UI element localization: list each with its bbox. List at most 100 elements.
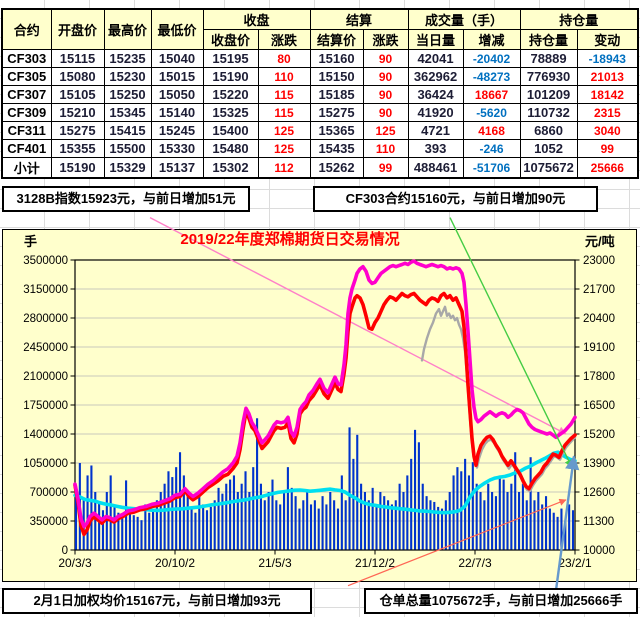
- cell-low[interactable]: 15140: [150, 103, 204, 122]
- cell-close[interactable]: 15480: [202, 139, 259, 158]
- cell-oi-chg[interactable]: 21013: [576, 67, 639, 86]
- cell-settle[interactable]: 15365: [309, 121, 364, 140]
- cell-settle-chg[interactable]: 90: [362, 49, 409, 68]
- col-group-settle[interactable]: 结算: [309, 8, 409, 30]
- info-box-weighted-avg[interactable]: 2月1日加权均价15167元，与前日增加93元: [2, 588, 312, 614]
- col-header-settle-chg[interactable]: 涨跌: [362, 29, 409, 50]
- col-header-low[interactable]: 最低价: [150, 8, 204, 50]
- cell-close[interactable]: 15220: [202, 85, 259, 104]
- col-group-close[interactable]: 收盘: [202, 8, 311, 30]
- col-header-oi-chg[interactable]: 变动: [576, 29, 639, 50]
- cell-settle[interactable]: 15435: [309, 139, 364, 158]
- cell-oi-chg[interactable]: 18142: [576, 85, 639, 104]
- col-header-settle-price[interactable]: 结算价: [309, 29, 364, 50]
- cell-open[interactable]: 15115: [50, 49, 105, 68]
- cell-high[interactable]: 15500: [103, 139, 152, 158]
- cell-close-chg[interactable]: 115: [257, 103, 311, 122]
- col-header-contract[interactable]: 合约: [1, 8, 52, 50]
- cell-open[interactable]: 15105: [50, 85, 105, 104]
- cell-oi-chg[interactable]: 3040: [576, 121, 639, 140]
- cell-volume[interactable]: 362962: [407, 67, 464, 86]
- cell-settle-chg[interactable]: 90: [362, 85, 409, 104]
- cell-oi[interactable]: 110732: [519, 103, 578, 122]
- cell-contract[interactable]: CF305: [1, 67, 52, 86]
- info-box-cf303[interactable]: CF303合约15160元，与前日增加90元: [313, 186, 598, 212]
- cell-high[interactable]: 15250: [103, 85, 152, 104]
- cell-open[interactable]: 15210: [50, 103, 105, 122]
- cell-settle[interactable]: 15185: [309, 85, 364, 104]
- cell-low[interactable]: 15050: [150, 85, 204, 104]
- cell-oi-chg[interactable]: 2315: [576, 103, 639, 122]
- cell-high[interactable]: 15329: [103, 157, 152, 179]
- cell-low[interactable]: 15137: [150, 157, 204, 179]
- cell-low[interactable]: 15245: [150, 121, 204, 140]
- cell-oi[interactable]: 1075672: [519, 157, 578, 179]
- col-header-high[interactable]: 最高价: [103, 8, 152, 50]
- cell-contract[interactable]: CF401: [1, 139, 52, 158]
- cell-low[interactable]: 15330: [150, 139, 204, 158]
- cell-high[interactable]: 15415: [103, 121, 152, 140]
- col-header-open[interactable]: 开盘价: [50, 8, 105, 50]
- cell-oi-chg[interactable]: 99: [576, 139, 639, 158]
- cell-close[interactable]: 15302: [202, 157, 259, 179]
- cell-close[interactable]: 15325: [202, 103, 259, 122]
- cell-contract[interactable]: CF303: [1, 49, 52, 68]
- cell-open[interactable]: 15190: [50, 157, 105, 179]
- cell-close-chg[interactable]: 112: [257, 157, 311, 179]
- cell-settle-chg[interactable]: 125: [362, 121, 409, 140]
- cell-contract[interactable]: 小计: [1, 157, 52, 179]
- cell-volume-chg[interactable]: -20402: [462, 49, 521, 68]
- cell-close-chg[interactable]: 125: [257, 139, 311, 158]
- cell-volume-chg[interactable]: 18667: [462, 85, 521, 104]
- info-box-index[interactable]: 3128B指数15923元，与前日增加51元: [2, 186, 250, 212]
- cell-volume[interactable]: 41920: [407, 103, 464, 122]
- cell-high[interactable]: 15230: [103, 67, 152, 86]
- col-header-day-volume[interactable]: 当日量: [407, 29, 464, 50]
- cell-settle[interactable]: 15262: [309, 157, 364, 179]
- col-header-volume-chg[interactable]: 增减: [462, 29, 521, 50]
- cell-close-chg[interactable]: 115: [257, 85, 311, 104]
- cell-oi-chg[interactable]: 25666: [576, 157, 639, 179]
- cell-close[interactable]: 15400: [202, 121, 259, 140]
- cell-volume-chg[interactable]: 4168: [462, 121, 521, 140]
- cell-open[interactable]: 15355: [50, 139, 105, 158]
- cell-volume-chg[interactable]: -5620: [462, 103, 521, 122]
- cell-contract[interactable]: CF307: [1, 85, 52, 104]
- col-header-close-chg[interactable]: 涨跌: [257, 29, 311, 50]
- cell-settle-chg[interactable]: 90: [362, 103, 409, 122]
- cell-oi-chg[interactable]: -18943: [576, 49, 639, 68]
- cell-close[interactable]: 15195: [202, 49, 259, 68]
- cell-oi[interactable]: 6860: [519, 121, 578, 140]
- cell-open[interactable]: 15080: [50, 67, 105, 86]
- cell-oi[interactable]: 78889: [519, 49, 578, 68]
- info-box-warehouse-receipts[interactable]: 仓单总量1075672手，与前日增加25666手: [364, 588, 638, 614]
- cell-settle-chg[interactable]: 90: [362, 67, 409, 86]
- cell-close-chg[interactable]: 125: [257, 121, 311, 140]
- col-group-volume[interactable]: 成交量（手）: [407, 8, 521, 30]
- cell-volume[interactable]: 488461: [407, 157, 464, 179]
- cell-close[interactable]: 15190: [202, 67, 259, 86]
- cell-oi[interactable]: 776930: [519, 67, 578, 86]
- cell-volume-chg[interactable]: -246: [462, 139, 521, 158]
- col-group-openinterest[interactable]: 持仓量: [519, 8, 639, 30]
- cell-settle-chg[interactable]: 99: [362, 157, 409, 179]
- cell-close-chg[interactable]: 110: [257, 67, 311, 86]
- cell-volume[interactable]: 4721: [407, 121, 464, 140]
- cell-low[interactable]: 15040: [150, 49, 204, 68]
- col-header-oi[interactable]: 持仓量: [519, 29, 578, 50]
- cell-settle[interactable]: 15275: [309, 103, 364, 122]
- cell-settle[interactable]: 15150: [309, 67, 364, 86]
- cell-open[interactable]: 15275: [50, 121, 105, 140]
- cell-low[interactable]: 15015: [150, 67, 204, 86]
- cell-settle-chg[interactable]: 110: [362, 139, 409, 158]
- cell-oi[interactable]: 1052: [519, 139, 578, 158]
- cell-contract[interactable]: CF311: [1, 121, 52, 140]
- cell-high[interactable]: 15235: [103, 49, 152, 68]
- cell-high[interactable]: 15345: [103, 103, 152, 122]
- cell-volume[interactable]: 393: [407, 139, 464, 158]
- cell-oi[interactable]: 101209: [519, 85, 578, 104]
- cell-contract[interactable]: CF309: [1, 103, 52, 122]
- col-header-close-price[interactable]: 收盘价: [202, 29, 259, 50]
- cell-volume-chg[interactable]: -51706: [462, 157, 521, 179]
- cell-close-chg[interactable]: 80: [257, 49, 311, 68]
